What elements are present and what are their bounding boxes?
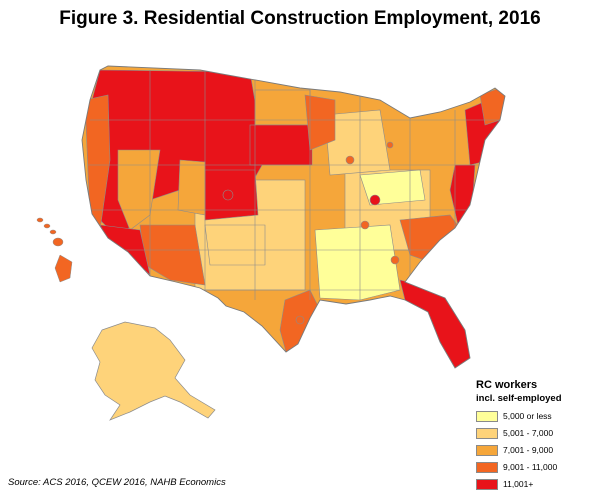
continental-us-outline bbox=[81, 65, 506, 369]
region-minnesota bbox=[304, 94, 336, 151]
map-title: Figure 3. Residential Construction Emplo… bbox=[59, 8, 541, 29]
region-texas-panhandle bbox=[204, 224, 266, 266]
legend-swatch bbox=[476, 444, 498, 456]
legend-swatch bbox=[476, 478, 498, 490]
alaska bbox=[91, 321, 216, 421]
metro-louisville bbox=[369, 194, 381, 206]
legend-label: 5,000 or less bbox=[503, 411, 552, 421]
region-boundaries bbox=[88, 70, 500, 300]
legend-item: 5,000 or less bbox=[476, 409, 598, 423]
metro-chicago bbox=[345, 155, 355, 165]
region-north-dakota bbox=[254, 89, 311, 126]
legend-swatch bbox=[476, 427, 498, 439]
legend-item: 7,001 - 9,000 bbox=[476, 443, 598, 457]
region-deep-south bbox=[314, 224, 401, 301]
legend-label: 9,001 - 11,000 bbox=[503, 462, 558, 472]
legend-title: RC workers bbox=[476, 379, 538, 391]
region-utah-west bbox=[177, 159, 206, 216]
hawaii bbox=[36, 217, 73, 283]
metro-atlanta bbox=[390, 255, 400, 265]
metro-detroit bbox=[386, 141, 394, 149]
legend-subtitle: incl. self-employed bbox=[476, 393, 562, 404]
metro-denver bbox=[222, 189, 234, 201]
metro-nashville bbox=[360, 220, 370, 230]
source-note: Source: ACS 2016, QCEW 2016, NAHB Econom… bbox=[8, 477, 226, 488]
legend-label: 5,001 - 7,000 bbox=[503, 428, 554, 438]
legend-swatch bbox=[476, 410, 498, 422]
region-south-dakota bbox=[249, 124, 313, 166]
legend-label: 7,001 - 9,000 bbox=[503, 445, 554, 455]
legend-swatch bbox=[476, 461, 498, 473]
metro-houston bbox=[295, 315, 305, 325]
legend-item: 9,001 - 11,000 bbox=[476, 460, 598, 474]
continental-us bbox=[82, 66, 505, 368]
region-great-lakes bbox=[324, 109, 391, 176]
legend-item: 11,001+ bbox=[476, 477, 598, 491]
region-florida bbox=[399, 279, 471, 368]
legend-item: 5,001 - 7,000 bbox=[476, 426, 598, 440]
legend: RC workers incl. self-employed 5,000 or … bbox=[476, 379, 598, 494]
legend-label: 11,001+ bbox=[503, 479, 534, 489]
